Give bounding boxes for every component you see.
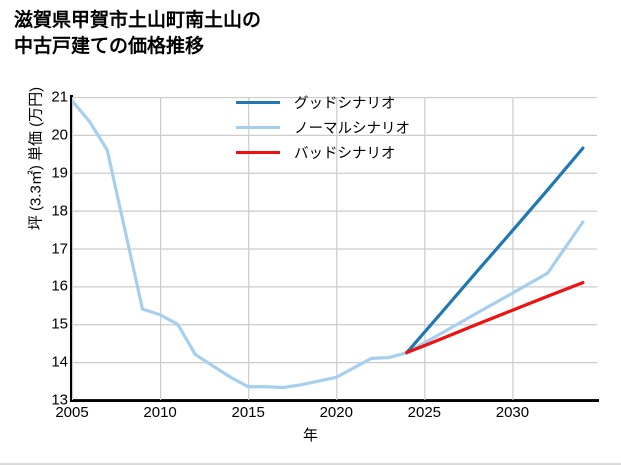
x-tick-label: 2010: [143, 404, 177, 421]
y-tick-label: 15: [51, 315, 68, 333]
y-tick-label: 16: [51, 277, 68, 295]
legend-color-swatch: [236, 150, 280, 155]
chart-legend: グッドシナリオ ノーマルシナリオ バッドシナリオ: [236, 90, 456, 165]
series-lines: [72, 99, 585, 390]
bottom-divider: [0, 463, 621, 465]
legend-label: グッドシナリオ: [294, 96, 396, 112]
y-tick-label: 14: [51, 353, 68, 371]
y-axis-line: [70, 95, 73, 402]
series-line: [405, 280, 585, 355]
legend-color-swatch: [236, 100, 280, 105]
y-tick-label: 18: [51, 202, 68, 220]
legend-item[interactable]: ノーマルシナリオ: [236, 115, 456, 140]
x-tick-label: 2025: [407, 404, 442, 421]
x-tick-label: 2015: [231, 404, 265, 421]
y-tick-label: 20: [51, 126, 68, 144]
chart-title: 滋賀県甲賀市土山町南土山の 中古戸建ての価格推移: [14, 10, 262, 57]
x-tick-label: 2030: [495, 404, 530, 421]
y-tick-label: 21: [51, 88, 68, 106]
gridlines: [72, 97, 597, 400]
series-line: [405, 146, 585, 355]
y-tick-label: 17: [51, 240, 68, 257]
x-axis-label: 年: [302, 427, 318, 444]
legend-item[interactable]: バッドシナリオ: [236, 140, 456, 165]
x-tick-label: 2020: [319, 404, 353, 421]
y-tick-label: 19: [51, 164, 68, 182]
series-line: [72, 99, 585, 390]
y-axis-tick-labels: 13 14 15 16 17 18 19 20 21: [6, 0, 68, 465]
legend-color-swatch: [236, 125, 280, 130]
plot-area: [72, 97, 597, 400]
legend-label: バッドシナリオ: [294, 146, 396, 162]
y-tick-label: 13: [51, 391, 68, 409]
legend-label: ノーマルシナリオ: [294, 121, 410, 137]
x-tick-label: 2005: [55, 404, 89, 421]
plot-svg: [72, 97, 597, 400]
legend-item[interactable]: グッドシナリオ: [236, 90, 456, 115]
x-axis-line: [70, 399, 599, 402]
y-axis-label: 坪 (3.3㎡) 単価 (万円): [27, 86, 45, 231]
